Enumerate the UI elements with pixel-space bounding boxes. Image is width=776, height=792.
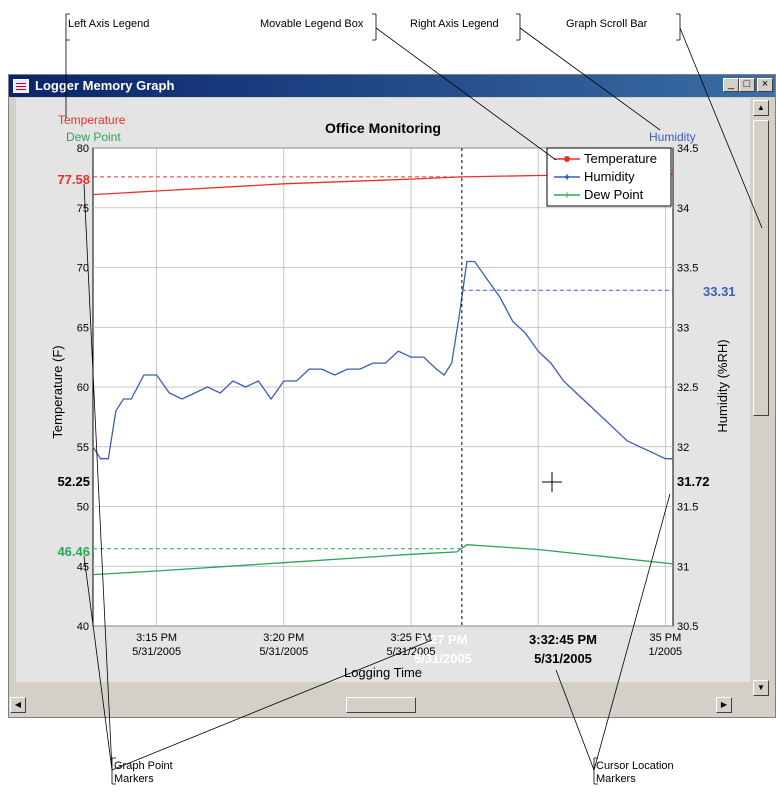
axis-ticks: 40 45 50 55 60 65 70 75 80 30.5 31 31.5 32 32.5 33 33.5… [77, 143, 699, 658]
left-tick-label: 45 [77, 561, 89, 573]
legend-humidity-marker-icon: ✦ [562, 172, 571, 184]
left-tick-label: 55 [77, 442, 89, 454]
right-tick-label: 33 [677, 322, 689, 334]
movable-legend-box[interactable]: Temperature ✦ Humidity + Dew Point [546, 147, 672, 207]
left-axis-label: Temperature (F) [50, 345, 65, 438]
right-tick-label: 31.5 [677, 502, 698, 514]
scroll-left-arrow-icon[interactable]: ◀ [10, 697, 26, 713]
point-date-marker: 5/31/2005 [414, 651, 472, 666]
vertical-scroll-thumb[interactable] [753, 120, 769, 416]
window-title: Logger Memory Graph [35, 78, 175, 93]
callout-left-axis-legend: Left Axis Legend [68, 18, 150, 30]
series-line-dew-point [92, 544, 674, 576]
legend-dew-point-marker-icon: + [563, 188, 570, 202]
x-tick-date-label: 1/2005 [649, 646, 683, 658]
vertical-scrollbar[interactable]: ▲ ▼ [752, 100, 770, 698]
right-tick-label: 34.5 [677, 143, 698, 155]
dew-point-point-marker-value: 46.46 [57, 544, 90, 559]
callout-movable-legend-box: Movable Legend Box [260, 18, 364, 30]
left-tick-label: 60 [77, 382, 89, 394]
cursor-right-axis-value: 31.72 [677, 474, 710, 489]
minimize-button[interactable]: _ [723, 78, 739, 92]
callout-right-axis-legend: Right Axis Legend [410, 18, 499, 30]
legend-temperature-marker-icon [564, 156, 570, 162]
right-axis-legend-humidity: Humidity [649, 130, 696, 144]
left-axis-legend-temperature: Temperature [58, 113, 126, 127]
callout-cursor-location-line1: Cursor Location [596, 760, 674, 772]
right-tick-label: 32.5 [677, 382, 698, 394]
right-axis-label: Humidity (%RH) [715, 339, 730, 432]
close-button[interactable]: × [757, 78, 773, 92]
cursor-left-axis-value: 52.25 [57, 474, 90, 489]
right-tick-label: 33.5 [677, 263, 698, 275]
cursor-time-marker: 3:32:45 PM [529, 632, 597, 647]
maximize-button[interactable]: □ [739, 78, 755, 92]
x-tick-date-label: 5/31/2005 [259, 646, 308, 658]
x-tick-date-label: 5/31/2005 [132, 646, 181, 658]
cursor-time-background [516, 629, 610, 667]
right-tick-label: 34 [677, 203, 689, 215]
x-tick-time-label: 3:20 PM [263, 632, 304, 644]
left-tick-label: 40 [77, 621, 89, 633]
series-line-humidity [92, 260, 673, 460]
x-tick-time-label: 3:15 PM [136, 632, 177, 644]
callout-graph-point-line2: Markers [114, 773, 154, 785]
right-tick-label: 32 [677, 442, 689, 454]
x-tick-time-label: 3:25 PM [390, 632, 431, 644]
humidity-point-marker-value: 33.31 [703, 284, 736, 299]
callout-cursor-location-line2: Markers [596, 773, 636, 785]
left-tick-label: 65 [77, 322, 89, 334]
scroll-down-arrow-icon[interactable]: ▼ [753, 680, 769, 696]
callout-lines [65, 13, 763, 785]
grid-lines [93, 147, 673, 627]
x-tick-time-label: 35 PM [649, 632, 681, 644]
legend-dew-point-label: Dew Point [584, 187, 644, 202]
series-layer [92, 148, 674, 626]
point-time-marker: 3:27 PM [418, 632, 467, 647]
scroll-up-arrow-icon[interactable]: ▲ [753, 100, 769, 116]
temperature-point-marker-value: 77.58 [57, 172, 90, 187]
left-tick-label: 50 [77, 502, 89, 514]
left-tick-label: 75 [77, 203, 89, 215]
callout-cursor-location-markers: Cursor Location Markers [596, 760, 674, 786]
right-tick-label: 30.5 [677, 621, 698, 633]
legend-temperature-label: Temperature [584, 151, 657, 166]
left-axis-legend-dew-point: Dew Point [66, 130, 121, 144]
horizontal-scrollbar[interactable]: ◀ ▶ [10, 696, 752, 714]
crosshair-cursor-icon [542, 472, 562, 492]
legend-humidity-label: Humidity [584, 169, 635, 184]
title-bar[interactable]: Logger Memory Graph _ □ × [9, 75, 775, 97]
x-tick-date-label: 5/31/2005 [387, 646, 436, 658]
graph-window-icon [13, 79, 29, 93]
x-axis-label: Logging Time [344, 665, 422, 680]
series-line-temperature [92, 173, 674, 196]
horizontal-scroll-thumb[interactable] [346, 697, 416, 713]
left-tick-label: 80 [77, 143, 89, 155]
chart-title: Office Monitoring [325, 120, 441, 136]
callout-graph-scroll-bar: Graph Scroll Bar [566, 18, 648, 30]
cursor-date-marker: 5/31/2005 [534, 651, 592, 666]
right-tick-label: 31 [677, 561, 689, 573]
left-tick-label: 70 [77, 263, 89, 275]
scroll-right-arrow-icon[interactable]: ▶ [716, 697, 732, 713]
